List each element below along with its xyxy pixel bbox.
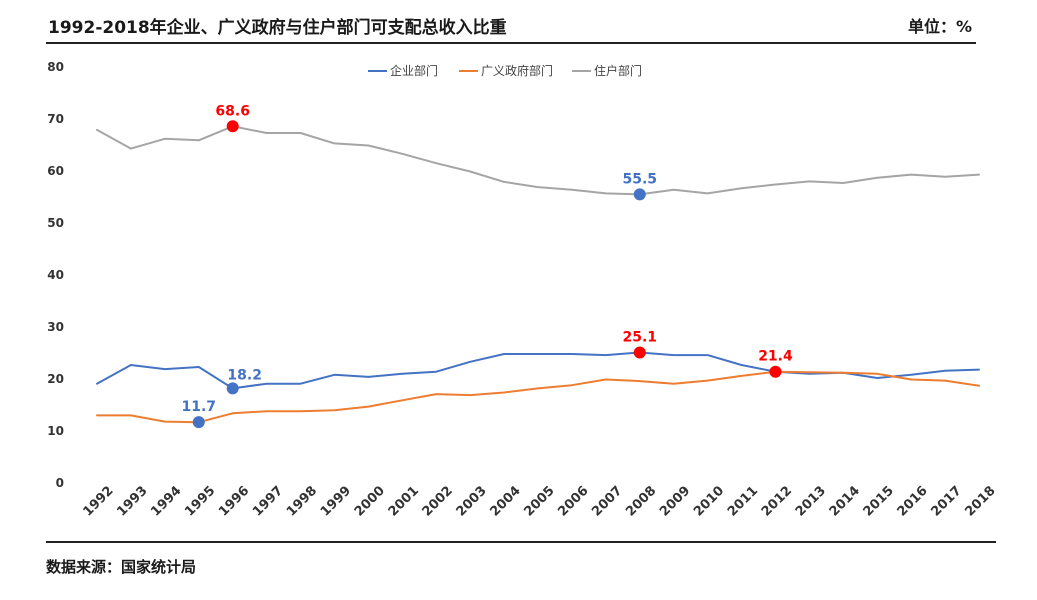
series-line-2 [96,125,980,196]
y-tick-label: 10 [47,424,64,438]
x-tick-label: 2009 [657,483,693,519]
x-tick-label: 2011 [725,483,761,519]
series-lines [96,125,980,424]
data-label: 18.2 [227,367,262,383]
y-axis: 0 10 20 30 40 50 60 70 80 [47,60,64,490]
x-tick-label: 2018 [962,483,998,519]
series-line-1 [96,370,980,424]
x-tick-label: 2002 [420,483,456,519]
x-tick-label: 2001 [386,483,422,519]
x-tick-label: 1996 [216,483,252,519]
x-tick-label: 2004 [488,483,524,519]
highlight-marker [226,382,239,395]
x-tick-label: 2016 [895,483,931,519]
y-tick-label: 20 [47,372,64,386]
x-tick-label: 2012 [759,483,795,519]
y-tick-label: 60 [47,164,64,178]
x-tick-label: 2007 [589,483,625,519]
highlight-marker [633,346,646,359]
legend: 企业部门 广义政府部门 住户部门 [368,63,642,78]
bottom-divider [46,541,996,543]
y-tick-label: 30 [47,320,64,334]
x-tick-label: 2010 [691,483,727,519]
annotation-markers: 68.6 55.5 18.2 25.1 11.7 21.4 [181,103,793,429]
x-tick-label: 1999 [318,483,354,519]
highlight-marker [226,120,239,133]
x-tick-label: 2014 [827,483,863,519]
x-tick-label: 1998 [284,483,320,519]
legend-label-0: 企业部门 [390,63,438,78]
y-tick-label: 40 [47,268,64,282]
x-tick-label: 1994 [148,483,184,519]
x-tick-label: 2013 [793,483,829,519]
highlight-marker [769,365,782,378]
data-label: 25.1 [622,329,657,345]
highlight-marker [192,416,205,429]
data-label: 55.5 [622,171,657,187]
data-source: 数据来源：国家统计局 [46,558,197,576]
legend-label-2: 住户部门 [594,63,642,78]
y-tick-label: 80 [47,60,64,74]
x-tick-label: 1992 [80,483,116,519]
data-label: 21.4 [758,349,793,365]
x-tick-label: 2006 [555,483,591,519]
x-tick-label: 2017 [929,483,965,519]
data-label: 11.7 [181,399,216,415]
data-label: 68.6 [215,103,250,119]
x-tick-label: 2005 [521,483,557,519]
y-tick-label: 70 [47,112,64,126]
x-tick-label: 1995 [182,483,218,519]
x-tick-label: 2015 [861,483,897,519]
top-divider [46,42,976,44]
x-tick-label: 1993 [114,483,150,519]
x-tick-label: 2008 [623,483,659,519]
y-tick-label: 50 [47,216,64,230]
x-tick-label: 2003 [454,483,490,519]
y-tick-label: 0 [56,476,64,490]
x-tick-label: 2000 [352,483,388,519]
chart-title: 1992-2018年企业、广义政府与住户部门可支配总收入比重 [48,18,507,38]
legend-label-1: 广义政府部门 [481,63,553,78]
unit-label: 单位：% [908,17,973,36]
highlight-marker [633,188,646,201]
x-tick-label: 1997 [250,483,286,519]
x-axis: 1992199319941995199619971998199920002001… [80,483,998,519]
